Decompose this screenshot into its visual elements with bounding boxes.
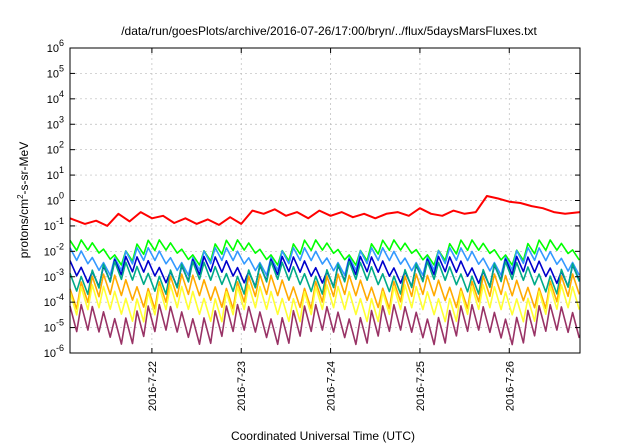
y-tick-base: 10 <box>44 272 56 284</box>
y-tick-base: 10 <box>44 221 56 233</box>
y-tick-base: 10 <box>47 196 59 208</box>
y-tick-exponent: -3 <box>56 267 64 277</box>
y-tick-base: 10 <box>47 68 59 80</box>
y-tick-label: 10-5 <box>44 318 64 335</box>
y-tick-exponent: 1 <box>59 165 64 175</box>
series-line-6 <box>69 284 581 323</box>
y-tick-label: 106 <box>47 38 64 55</box>
series-line-0 <box>69 195 581 227</box>
y-tick-label: 101 <box>47 165 64 182</box>
x-axis-ticks: 2016-7-22 2016-7-23 2016-7-24 2016-7-25 2016… <box>147 48 516 411</box>
y-tick-exponent: 6 <box>59 38 64 48</box>
series-line-1 <box>69 239 580 266</box>
y-tick-label: 10-4 <box>44 292 64 309</box>
y-tick-label: 10-2 <box>44 241 64 258</box>
y-tick-base: 10 <box>47 43 59 55</box>
y-tick-base: 10 <box>47 145 59 157</box>
y-tick-exponent: 4 <box>59 89 64 99</box>
y-tick-exponent: -2 <box>56 241 64 251</box>
x-tick-label: 2016-7-24 <box>326 361 338 411</box>
y-tick-exponent: 0 <box>59 191 64 201</box>
chart-title: /data/run/goesPlots/archive/2016-07-26/1… <box>121 24 537 38</box>
series-line-4 <box>69 260 581 296</box>
y-tick-base: 10 <box>47 119 59 131</box>
series-lines <box>69 195 581 346</box>
y-tick-exponent: -6 <box>56 343 64 353</box>
x-tick-label: 2016-7-23 <box>236 361 248 411</box>
y-axis-label-sup: 2 <box>16 194 25 199</box>
y-tick-base: 10 <box>47 94 59 106</box>
series-line-5 <box>69 273 581 310</box>
y-tick-exponent: 3 <box>59 114 64 124</box>
y-tick-label: 10-6 <box>44 343 64 360</box>
y-tick-base: 10 <box>44 323 56 335</box>
grid-lines <box>70 48 580 353</box>
x-tick-label: 2016-7-22 <box>147 361 159 411</box>
y-tick-label: 102 <box>47 140 64 157</box>
y-tick-base: 10 <box>44 246 56 258</box>
y-tick-exponent: 2 <box>59 140 64 150</box>
y-tick-exponent: -4 <box>56 292 64 302</box>
y-tick-exponent: -5 <box>56 318 64 328</box>
x-tick-label: 2016-7-26 <box>504 361 516 411</box>
x-axis-label: Coordinated Universal Time (UTC) <box>231 429 415 443</box>
y-tick-label: 100 <box>47 191 64 208</box>
series-line-7 <box>69 303 581 346</box>
y-tick-label: 104 <box>47 89 64 106</box>
y-tick-exponent: -1 <box>56 216 64 226</box>
y-tick-label: 105 <box>47 63 64 80</box>
y-tick-base: 10 <box>44 297 56 309</box>
y-tick-label: 10-3 <box>44 267 64 284</box>
y-tick-exponent: 5 <box>59 63 64 73</box>
y-axis-label-post: -s-sr-MeV <box>17 142 31 195</box>
y-tick-base: 10 <box>44 348 56 360</box>
y-axis-label-pre: protons/cm <box>17 199 31 258</box>
y-tick-label: 103 <box>47 114 64 131</box>
y-tick-base: 10 <box>47 170 59 182</box>
y-axis-ticks: 10-610-510-410-310-210-11001011021031041… <box>44 38 580 360</box>
y-tick-label: 10-1 <box>44 216 64 233</box>
x-tick-label: 2016-7-25 <box>415 361 427 411</box>
y-axis-label: protons/cm2-s-sr-MeV <box>16 142 31 258</box>
